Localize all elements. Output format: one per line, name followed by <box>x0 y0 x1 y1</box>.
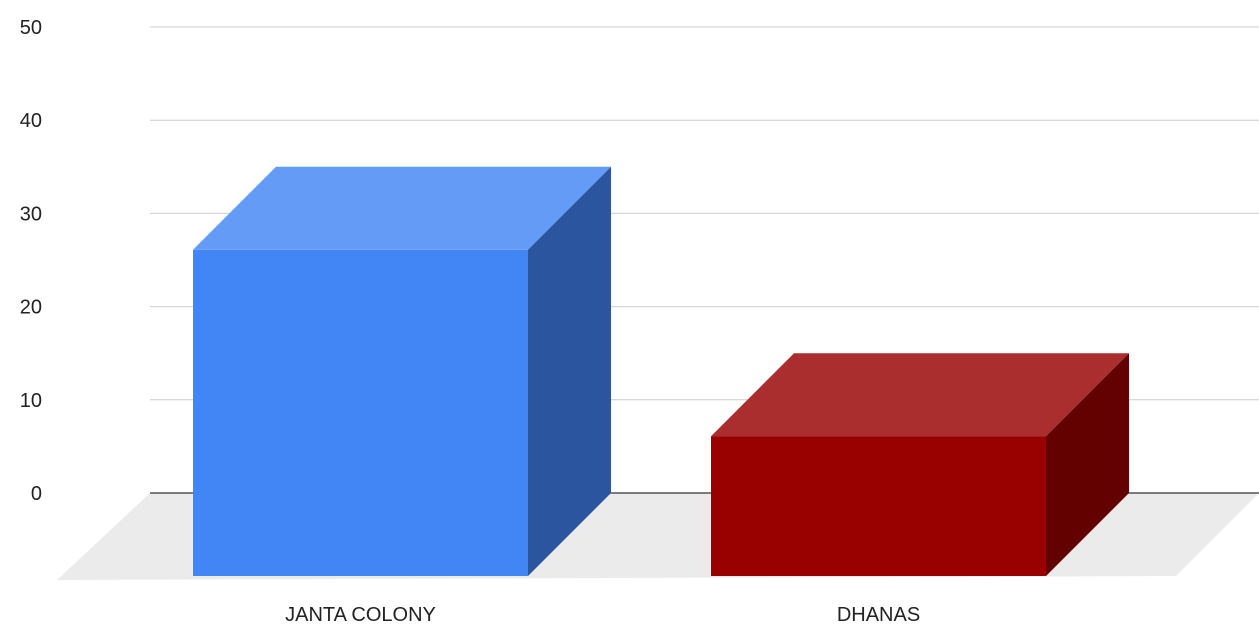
bar-side-face <box>1046 353 1129 576</box>
bar <box>711 353 1129 576</box>
y-tick-label: 0 <box>31 483 42 505</box>
x-category-label: JANTA COLONY <box>285 604 436 625</box>
y-tick-label: 50 <box>20 17 42 39</box>
x-category-label: DHANAS <box>837 604 920 625</box>
y-tick-label: 10 <box>20 390 42 412</box>
bar-side-face <box>528 166 611 577</box>
bar-top-face <box>193 166 611 250</box>
y-tick-label: 40 <box>20 110 42 132</box>
bar <box>193 166 611 577</box>
bar-front-face <box>193 249 528 577</box>
bar-top-face <box>711 353 1129 437</box>
y-tick-label: 20 <box>20 297 42 319</box>
bar-front-face <box>711 436 1046 576</box>
y-tick-label: 30 <box>20 203 42 225</box>
